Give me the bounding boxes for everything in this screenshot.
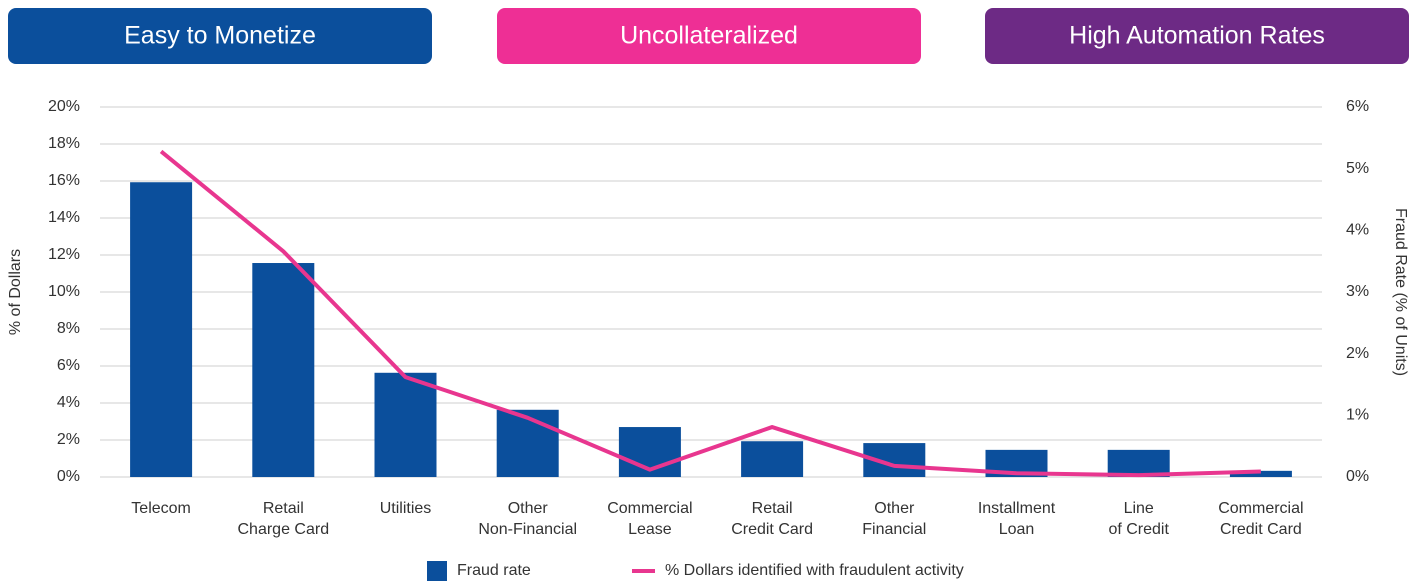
y2-tick-label: 3%	[1346, 283, 1369, 300]
banner-text: Uncollateralized	[620, 22, 798, 50]
legend-swatch	[427, 561, 447, 581]
bar	[374, 372, 437, 477]
y-tick-label: 4%	[57, 394, 80, 411]
y-tick-label: 0%	[57, 468, 80, 485]
y2-tick-label: 4%	[1346, 222, 1369, 239]
legend-label: Fraud rate	[457, 562, 531, 579]
x-tick-label: Other	[874, 500, 915, 517]
banner	[985, 8, 1409, 64]
x-tick-label: Line	[1124, 500, 1154, 517]
y-tick-label: 2%	[57, 431, 80, 448]
y2-axis-title: Fraud Rate (% of Units)	[1392, 208, 1409, 376]
y-tick-label: 8%	[57, 320, 80, 337]
bar	[1229, 470, 1292, 477]
x-tick-label: Utilities	[380, 500, 432, 517]
x-tick-label: Other	[508, 500, 549, 517]
x-tick-label: Credit Card	[1220, 521, 1302, 538]
x-tick-label: of Credit	[1108, 521, 1169, 538]
x-tick-label: Financial	[862, 521, 926, 538]
y-tick-label: 18%	[48, 135, 80, 152]
bar	[741, 441, 804, 477]
legend-label: % Dollars identified with fraudulent act…	[665, 562, 964, 579]
x-tick-label: Retail	[752, 500, 793, 517]
banner	[497, 8, 921, 64]
y2-tick-label: 0%	[1346, 468, 1369, 485]
y2-tick-label: 5%	[1346, 160, 1369, 177]
y-tick-label: 10%	[48, 283, 80, 300]
banner-text: Easy to Monetize	[124, 22, 316, 50]
y2-tick-label: 2%	[1346, 345, 1369, 362]
y-tick-label: 12%	[48, 246, 80, 263]
banner	[8, 8, 432, 64]
y-axis-title: % of Dollars	[7, 249, 24, 335]
y2-tick-label: 6%	[1346, 98, 1369, 115]
x-tick-label: Commercial	[1218, 500, 1303, 517]
banner-text: High Automation Rates	[1069, 22, 1325, 50]
y2-tick-label: 1%	[1346, 407, 1369, 424]
line	[159, 149, 1261, 478]
x-tick-label: Credit Card	[731, 521, 813, 538]
x-tick-label: Lease	[628, 521, 672, 538]
x-tick-label: Retail	[263, 500, 304, 517]
x-tick-label: Installment	[978, 500, 1056, 517]
y-tick-label: 20%	[48, 98, 80, 115]
x-tick-label: Telecom	[131, 500, 191, 517]
bar	[496, 409, 559, 477]
x-tick-label: Non-Financial	[478, 521, 577, 538]
y-tick-label: 6%	[57, 357, 80, 374]
y-tick-label: 14%	[48, 209, 80, 226]
bar	[130, 182, 193, 477]
bar	[252, 263, 315, 477]
x-tick-label: Loan	[999, 521, 1035, 538]
x-tick-label: Charge Card	[237, 521, 329, 538]
y-tick-label: 16%	[48, 172, 80, 189]
bar	[1107, 449, 1170, 477]
x-tick-label: Commercial	[607, 500, 692, 517]
